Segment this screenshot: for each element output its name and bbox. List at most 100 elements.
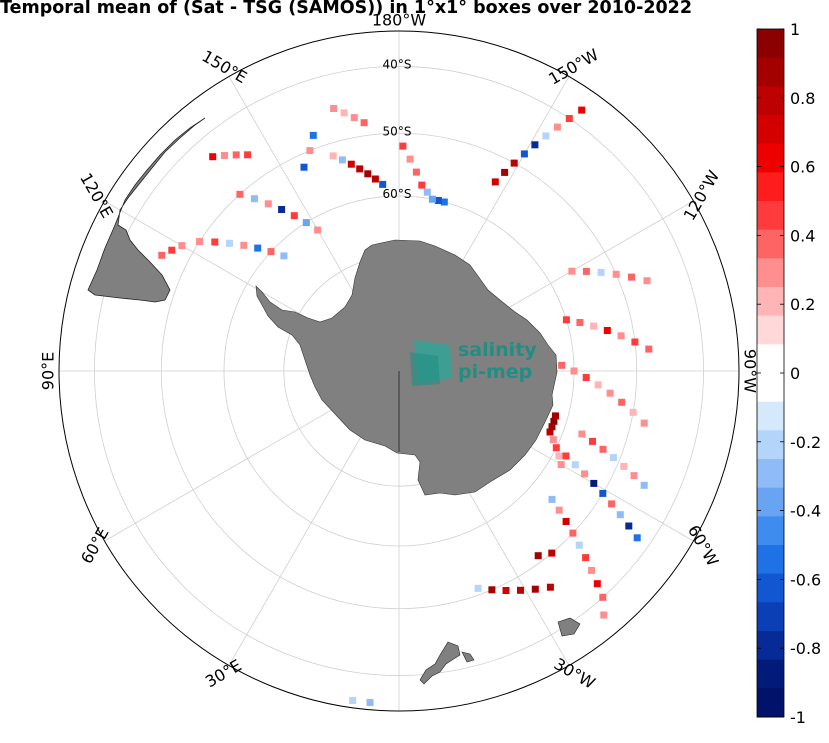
data-cells [158,105,653,706]
data-cell [366,699,374,706]
data-cell [356,165,364,173]
data-cell [631,338,639,346]
data-cell [606,389,614,397]
data-cell [603,327,611,334]
tasmania [557,617,581,637]
data-cell [542,132,550,140]
data-cell [236,190,244,198]
data-cell [550,417,558,425]
data-cell [474,584,482,592]
data-cell [553,123,561,131]
data-cell [617,332,625,340]
colorbar-swatch [757,143,784,173]
data-cell [226,239,233,247]
data-cell [582,374,590,381]
data-cell [350,114,358,122]
data-cell [629,408,637,416]
data-cell [582,267,590,275]
data-cell [594,381,602,389]
data-cell [633,534,641,542]
data-cell [240,241,248,249]
longitude-label: 90°W [741,349,760,393]
latitude-label: 40°S [383,57,412,71]
longitude-label: 90°E [38,352,57,390]
colorbar-swatch [757,401,784,431]
logo-text-salinity: salinity [458,339,537,361]
data-cell [548,423,556,431]
data-cell [232,151,240,159]
data-cell [244,151,252,159]
data-cell [309,131,317,139]
data-cell [569,529,577,537]
data-cell [340,109,348,117]
data-cell [590,322,598,330]
colorbar-swatch [757,545,784,575]
colorbar-tick-label: 0.2 [790,295,815,314]
colorbar-swatch [757,287,784,317]
data-cell [196,238,204,245]
antarctica-landmass [255,239,558,496]
data-cell [571,461,579,469]
salinity-pi-mep-logo: salinity pi-mep [410,339,537,386]
data-cell [590,479,598,487]
meridian-line [228,420,371,666]
data-cell [371,175,379,183]
data-cell [440,198,448,206]
data-cell [589,437,596,445]
data-cell [314,226,322,234]
data-cell [558,361,566,369]
colorbar-tick-label: -0.4 [790,502,821,521]
colorbar-swatch [757,86,784,116]
colorbar-swatch [757,229,784,259]
colorbar-swatch [757,201,784,231]
data-cell [434,197,442,204]
colorbar-swatch [757,688,784,718]
data-cell [510,159,518,167]
data-cell [597,268,605,276]
colorbar-tick-label: 0 [790,364,800,383]
data-cell [517,586,524,594]
data-cell [599,445,607,453]
colorbar-tick-label: -0.8 [790,639,821,658]
data-cell [418,181,426,189]
data-cell [555,506,563,514]
data-cell [562,316,570,324]
data-cell [640,419,648,427]
data-cell [399,142,407,150]
data-cell [290,212,298,220]
data-cell [502,587,510,594]
data-cell [209,153,217,161]
data-cell [562,518,570,525]
latitude-label: 50°S [383,124,412,138]
data-cell [264,200,272,208]
new-zealand-north [419,641,461,685]
data-cell [338,156,346,164]
data-cell [250,195,258,203]
colorbar-swatch [757,459,784,489]
colorbar-swatch [757,29,784,59]
polar-map [58,30,740,712]
data-cell [578,106,586,114]
colorbar-tick-label: -0.2 [790,433,821,452]
data-cell [379,180,387,188]
data-cell [630,472,638,480]
data-cell [570,367,578,375]
data-cell [412,168,420,176]
data-cell [600,611,608,619]
data-cell [612,270,620,278]
data-cell [628,273,635,281]
logo-mark-shade [410,352,440,386]
data-cell [557,461,565,469]
colorbar-swatch [757,172,784,202]
colorbar-swatch [757,57,784,87]
data-cell [616,511,624,519]
data-cell [643,277,651,285]
plot-title: Temporal mean of (Sat - TSG (SAMOS)) in … [0,0,693,18]
data-cell [278,206,286,213]
data-cell [599,593,607,601]
map-frame [58,30,740,712]
data-cell [158,251,166,259]
data-cell [546,428,554,436]
data-cell [360,119,368,127]
